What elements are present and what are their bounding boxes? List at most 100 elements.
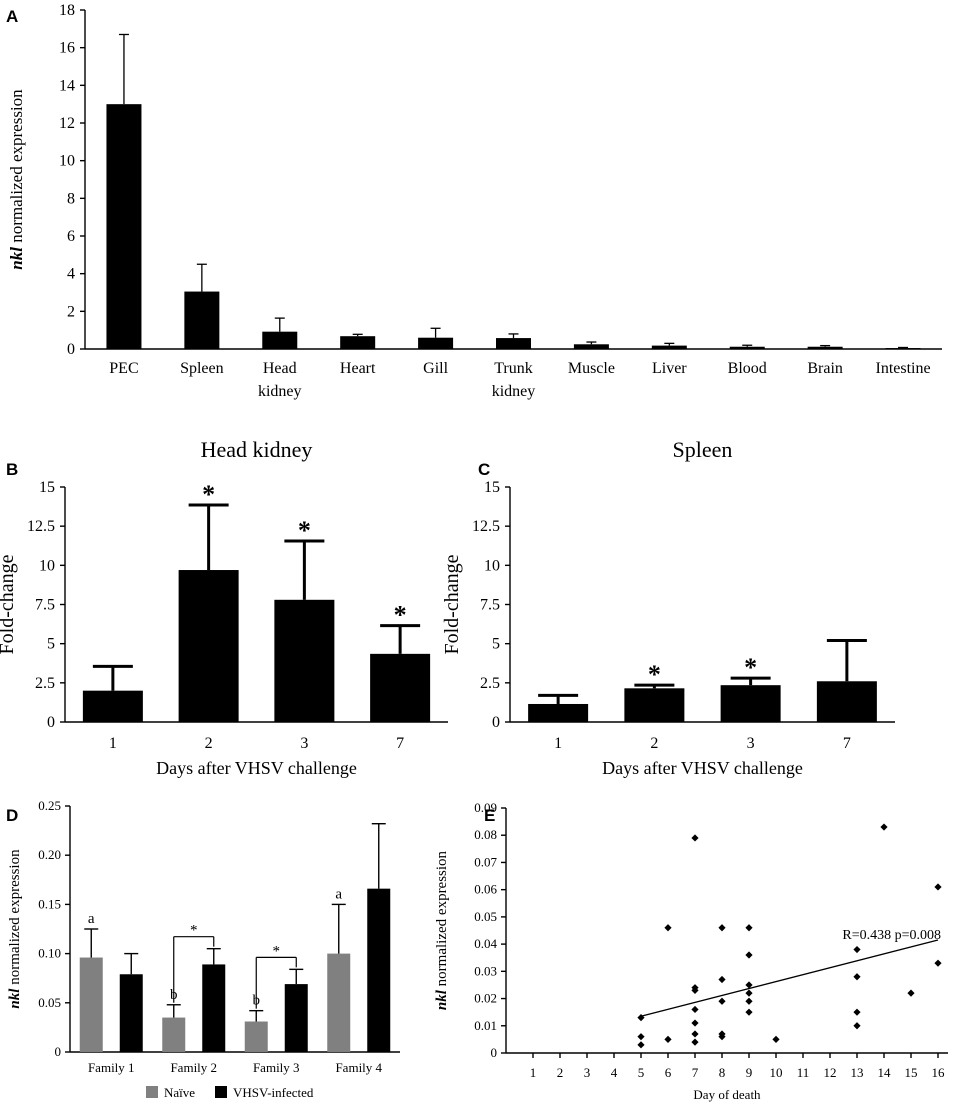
- d-y-tick-label: 0.25: [38, 798, 61, 813]
- a-bar: [106, 104, 142, 350]
- e-x-tick-label: 11: [797, 1065, 810, 1080]
- a-y-tick-label: 8: [67, 190, 75, 207]
- a-x-tick-label: Liver: [652, 360, 687, 377]
- a-bar: [885, 348, 921, 349]
- b-significance-star: *: [394, 601, 407, 630]
- d-y-tick-label: 0: [55, 1044, 62, 1059]
- panel-letter-c: C: [478, 460, 490, 479]
- e-scatter-point: [934, 959, 942, 967]
- b-x-label: Days after VHSV challenge: [156, 758, 357, 778]
- a-x-tick-label: Gill: [423, 360, 448, 377]
- b-y-tick-label: 15: [39, 479, 55, 496]
- b-y-tick-label: 7.5: [35, 597, 55, 614]
- b-x-tick-label: 7: [396, 735, 404, 752]
- a-y-label: nkl normalized expression: [7, 89, 26, 270]
- d-legend-swatch-infected: [215, 1086, 227, 1098]
- a-x-tick-label: Blood: [728, 360, 767, 377]
- a-x-tick-label: kidney: [258, 383, 302, 400]
- d-y-tick-label: 0.05: [38, 995, 61, 1010]
- c-significance-star: *: [648, 660, 661, 689]
- a-x-tick-label: Spleen: [180, 360, 224, 377]
- d-x-tick-label: Family 4: [335, 1060, 382, 1075]
- e-scatter-point: [664, 1035, 672, 1043]
- e-trendline: [640, 939, 939, 1017]
- d-legend-swatch-naive: [146, 1086, 158, 1098]
- a-y-tick-label: 4: [67, 266, 75, 283]
- a-bar: [418, 337, 454, 349]
- c-x-tick-label: 3: [747, 735, 755, 752]
- d-x-tick-label: Family 2: [170, 1060, 217, 1075]
- b-y-tick-label: 10: [39, 557, 55, 574]
- a-x-tick-label: Head: [263, 360, 297, 377]
- e-scatter-point: [853, 1022, 861, 1030]
- d-y-tick-label: 0.10: [38, 946, 61, 961]
- c-y-label: Fold-change: [441, 554, 463, 654]
- c-title: Spleen: [673, 437, 733, 462]
- e-scatter-point: [934, 883, 942, 891]
- c-x-tick-label: 1: [554, 735, 562, 752]
- d-x-tick-label: Family 3: [253, 1060, 300, 1075]
- a-y-tick-label: 18: [59, 2, 75, 19]
- e-y-label: nkl normalized expression: [434, 850, 450, 1010]
- panel-letter-e: E: [484, 806, 495, 825]
- c-y-tick-label: 12.5: [472, 518, 500, 535]
- e-scatter-point: [853, 945, 861, 954]
- e-scatter-point: [745, 951, 753, 959]
- e-y-tick-label: 0.02: [474, 991, 497, 1006]
- c-bar: [720, 685, 781, 722]
- e-x-tick-label: 14: [878, 1065, 892, 1080]
- e-scatter-point: [745, 989, 753, 997]
- c-y-tick-label: 5: [492, 636, 500, 653]
- e-y-tick-label: 0.06: [474, 882, 497, 897]
- b-title: Head kidney: [201, 437, 313, 462]
- b-y-label: Fold-change: [0, 554, 18, 654]
- a-x-tick-label: Trunk: [494, 360, 533, 377]
- e-scatter-point: [745, 924, 753, 932]
- a-bar: [807, 346, 843, 349]
- b-bar: [370, 653, 431, 722]
- c-bar: [816, 681, 877, 722]
- e-y-tick-label: 0.04: [474, 936, 497, 951]
- c-significance-star: *: [744, 653, 757, 682]
- b-bar: [178, 570, 239, 722]
- d-y-tick-label: 0.15: [38, 896, 61, 911]
- d-significance-star: *: [190, 923, 198, 939]
- a-bar: [651, 345, 687, 349]
- e-scatter-point: [745, 1008, 753, 1016]
- a-x-tick-label: Intestine: [875, 360, 930, 377]
- a-bar: [729, 346, 765, 349]
- e-scatter-point: [853, 973, 861, 981]
- e-scatter-point: [691, 1019, 699, 1027]
- e-scatter-point: [853, 1008, 861, 1016]
- e-y-tick-label: 0.09: [474, 800, 497, 815]
- e-y-tick-label: 0.08: [474, 827, 497, 842]
- a-bar: [184, 291, 220, 349]
- e-scatter-point: [691, 1005, 699, 1014]
- d-y-label: nkl normalized expression: [7, 849, 23, 1009]
- a-y-tick-label: 0: [67, 341, 75, 358]
- c-bar: [528, 703, 589, 722]
- d-y-tick-label: 0.20: [38, 847, 61, 862]
- e-y-tick-label: 0.07: [474, 854, 497, 869]
- a-y-tick-label: 16: [59, 40, 75, 57]
- d-legend-label-infected: VHSV-infected: [233, 1085, 314, 1100]
- d-bar-naive: [244, 1021, 268, 1052]
- a-y-tick-label: 2: [67, 303, 75, 320]
- d-bar-infected: [367, 888, 391, 1052]
- e-x-tick-label: 15: [905, 1065, 918, 1080]
- b-significance-star: *: [298, 516, 311, 545]
- c-x-label: Days after VHSV challenge: [602, 758, 803, 778]
- a-x-tick-label: Heart: [340, 360, 376, 377]
- e-x-label: Day of death: [693, 1087, 761, 1102]
- e-x-tick-label: 9: [746, 1065, 753, 1080]
- e-x-tick-label: 2: [557, 1065, 564, 1080]
- d-bar-infected: [119, 974, 143, 1052]
- e-x-tick-label: 4: [611, 1065, 618, 1080]
- a-y-tick-label: 14: [59, 77, 75, 94]
- d-bar-infected: [284, 984, 308, 1052]
- a-x-tick-label: PEC: [109, 360, 138, 377]
- d-bar-naive: [327, 953, 351, 1052]
- e-y-tick-label: 0.03: [474, 963, 497, 978]
- c-y-tick-label: 2.5: [480, 675, 500, 692]
- b-bar: [274, 599, 335, 722]
